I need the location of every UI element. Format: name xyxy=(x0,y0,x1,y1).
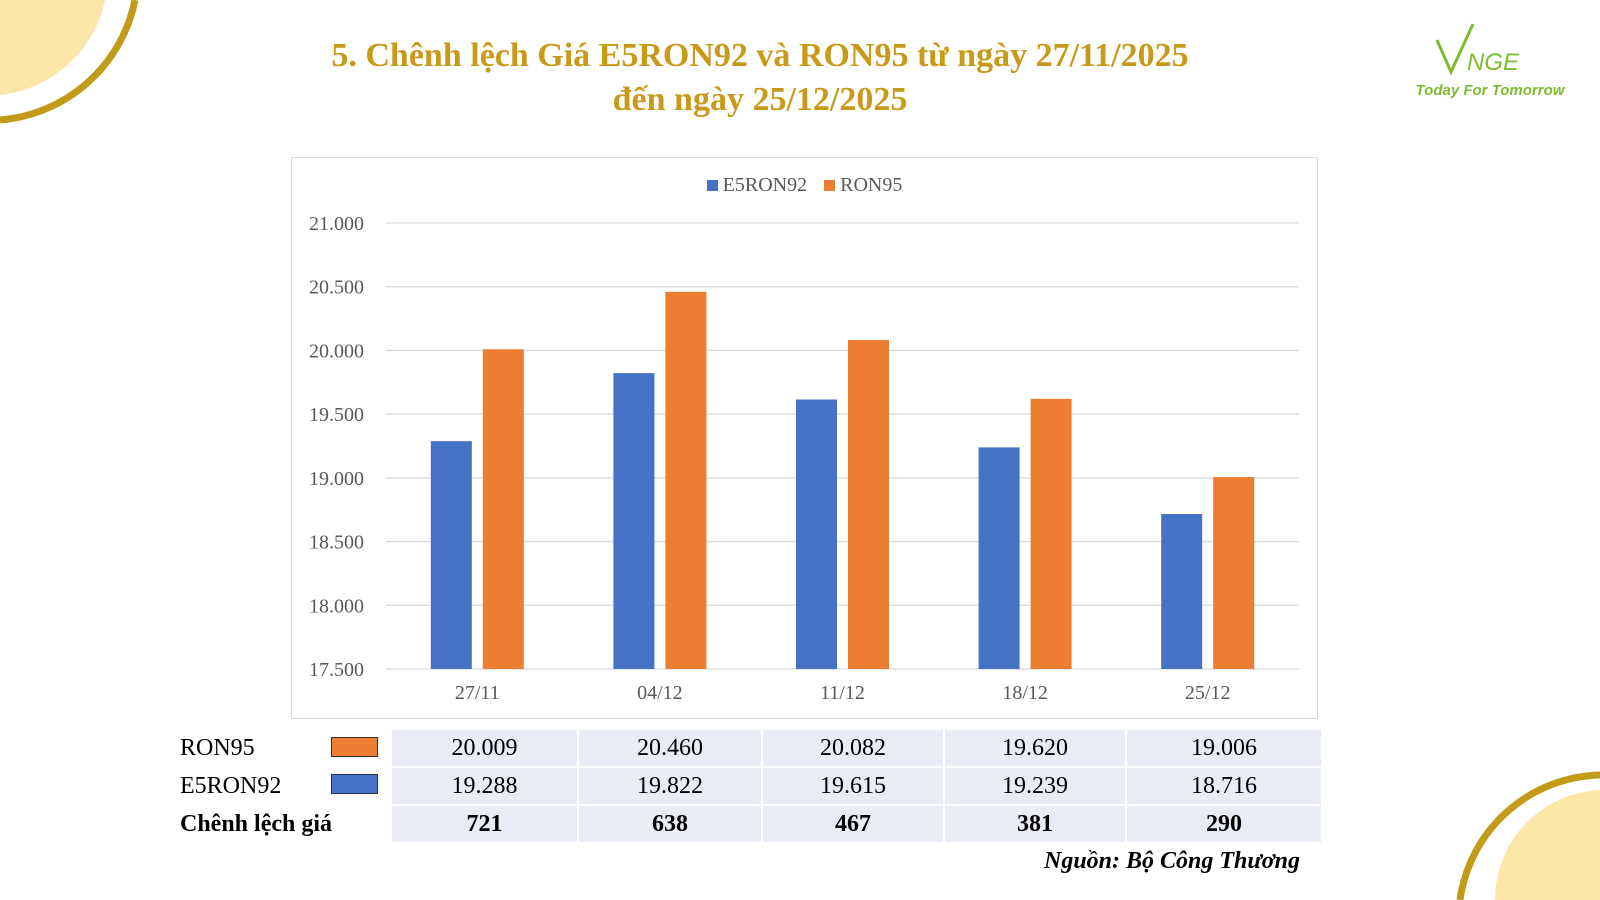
y-tick-label: 20.500 xyxy=(309,277,364,299)
bottom-right-corner-decoration xyxy=(1456,771,1600,900)
table-cell: 638 xyxy=(577,805,762,844)
ron95-swatch xyxy=(331,737,378,757)
table-cell: 19.006 xyxy=(1125,730,1321,768)
table-row-ron95: RON95 20.009 20.460 20.082 19.620 19.006 xyxy=(180,730,1321,768)
table-cell: 19.822 xyxy=(577,767,762,806)
table-cell: 19.288 xyxy=(390,767,578,806)
chart-legend: E5RON92 RON95 xyxy=(292,174,1317,197)
table-cell: 19.239 xyxy=(943,767,1126,806)
legend-item-e5ron92: E5RON92 xyxy=(706,174,808,197)
table-cell: 19.615 xyxy=(761,767,944,806)
bar-e5ron92-11-12 xyxy=(796,399,837,669)
bar-ron95-11-12 xyxy=(848,339,889,669)
row-label-cell: E5RON92 xyxy=(180,767,391,805)
table-cell: 20.009 xyxy=(390,730,578,768)
bar-e5ron92-27-11 xyxy=(430,441,472,669)
row-label-cell: Chênh lệch giá xyxy=(180,805,391,843)
chart-plot: 17.500 18.000 18.500 19.000 19.500 20.000 20.5… xyxy=(309,213,1299,704)
page-title: 5. Chênh lệch Giá E5RON92 và RON95 từ ng… xyxy=(0,34,1520,122)
row-label: Chênh lệch giá xyxy=(180,810,333,837)
table-row-price-difference: Chênh lệch giá 721 638 467 381 290 xyxy=(180,805,1321,844)
bar-e5ron92-04-12 xyxy=(613,373,655,669)
title-line-1: 5. Chênh lệch Giá E5RON92 và RON95 từ ng… xyxy=(331,37,1189,74)
table-cell: 467 xyxy=(761,805,944,844)
bar-chart: E5RON92 RON95 17.500 18.000 18.500 19.000 19… xyxy=(291,157,1318,719)
table-cell: 18.716 xyxy=(1125,767,1321,806)
vnge-logo: NGE Today For Tomorrow xyxy=(1395,18,1585,108)
y-tick-label: 17.500 xyxy=(309,659,364,681)
bar-e5ron92-18-12 xyxy=(978,447,1020,669)
bar-e5ron92-25-12 xyxy=(1161,514,1203,669)
y-tick-label: 18.000 xyxy=(309,595,364,617)
legend-label-ron95: RON95 xyxy=(840,174,903,196)
logo-mark: NGE xyxy=(1435,23,1520,76)
svg-text:NGE: NGE xyxy=(1467,49,1520,76)
legend-label-e5ron92: E5RON92 xyxy=(722,174,808,196)
title-line-2: đến ngày 25/12/2025 xyxy=(612,81,908,118)
row-label: E5RON92 xyxy=(180,772,282,799)
table-row-e5ron92: E5RON92 19.288 19.822 19.615 19.239 18.7… xyxy=(180,767,1321,806)
bar-ron95-25-12 xyxy=(1213,477,1255,669)
x-tick-label: 04/12 xyxy=(637,682,683,704)
source-note: Nguồn: Bộ Công Thương xyxy=(1044,848,1300,874)
e5ron92-swatch xyxy=(331,774,378,794)
y-tick-label: 21.000 xyxy=(309,213,364,235)
bar-ron95-04-12 xyxy=(665,291,707,669)
legend-item-ron95: RON95 xyxy=(824,174,902,197)
table-cell: 19.620 xyxy=(943,730,1126,768)
x-tick-label: 18/12 xyxy=(1002,682,1048,704)
data-table: RON95 20.009 20.460 20.082 19.620 19.006… xyxy=(180,730,1321,844)
x-tick-label: 27/11 xyxy=(455,682,500,704)
legend-swatch-ron95 xyxy=(824,180,836,191)
table-cell: 20.082 xyxy=(761,730,944,768)
table-cell: 20.460 xyxy=(577,730,762,768)
top-left-corner-decoration xyxy=(0,0,139,124)
x-tick-label: 25/12 xyxy=(1185,682,1231,704)
y-tick-label: 18.500 xyxy=(309,532,364,554)
logo-tagline: Today For Tomorrow xyxy=(1415,82,1565,99)
y-tick-label: 20.000 xyxy=(309,340,364,362)
bar-ron95-18-12 xyxy=(1030,398,1072,669)
row-label: RON95 xyxy=(180,735,255,761)
table-cell: 290 xyxy=(1125,805,1321,844)
table-cell: 721 xyxy=(390,805,578,844)
y-tick-label: 19.000 xyxy=(309,468,364,490)
x-tick-label: 11/12 xyxy=(820,682,865,704)
legend-swatch-e5ron92 xyxy=(706,180,718,191)
y-tick-label: 19.500 xyxy=(309,404,364,426)
table-cell: 381 xyxy=(943,805,1126,844)
row-label-cell: RON95 xyxy=(180,730,391,767)
bar-ron95-27-11 xyxy=(482,349,524,669)
